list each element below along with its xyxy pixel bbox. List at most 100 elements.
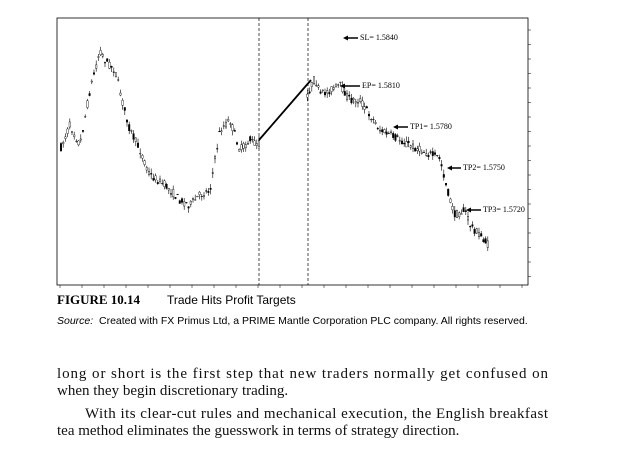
candle-body — [308, 91, 311, 94]
candle-body — [332, 87, 335, 90]
candle-body — [121, 99, 124, 106]
candle-body — [403, 142, 406, 145]
candle-body — [194, 199, 197, 201]
candle-body — [205, 190, 208, 192]
candle-body — [77, 140, 80, 146]
candle-body — [198, 191, 201, 195]
candle-body — [427, 155, 430, 158]
candle-body — [385, 131, 388, 135]
source-prefix: Source: — [57, 315, 93, 327]
body-line: With its clear-cut rules and mechanical … — [85, 406, 549, 422]
annotation-label: SL= 1.5840 — [360, 33, 398, 42]
candle-body — [169, 193, 172, 195]
candle-body — [438, 157, 441, 160]
candle-body — [92, 72, 95, 75]
candle-body — [324, 92, 327, 96]
candle-body — [313, 76, 316, 85]
candle-body — [196, 195, 199, 198]
candle-body — [451, 206, 454, 211]
candle-body — [202, 195, 205, 197]
candle-body — [114, 72, 117, 77]
candle-body — [401, 140, 404, 145]
candle-body — [235, 142, 238, 145]
candle-body — [255, 143, 258, 146]
candle-body — [251, 139, 254, 141]
candle-body — [88, 93, 91, 96]
candle-body — [425, 153, 428, 156]
candle-body — [174, 196, 177, 199]
candle-body — [361, 100, 364, 107]
candle-body — [185, 202, 188, 204]
candle-body — [200, 196, 203, 198]
trend-line — [258, 79, 312, 141]
candle-body — [258, 140, 261, 147]
candle-body — [147, 170, 150, 175]
candle-body — [70, 131, 73, 133]
candle-body — [167, 188, 170, 191]
candle-body — [143, 160, 146, 165]
candle-body — [86, 100, 89, 108]
candle-body — [458, 212, 461, 217]
candle-body — [134, 137, 137, 142]
candle-body — [440, 164, 443, 167]
candle-body — [449, 198, 452, 203]
annotation-label: EP= 1.5810 — [362, 81, 400, 90]
candle-body — [416, 148, 419, 151]
candle-body — [152, 178, 155, 181]
candle-body — [310, 82, 313, 87]
candle-body — [335, 83, 338, 88]
candle-body — [156, 182, 159, 184]
body-line: tea method eliminates the guesswork in t… — [57, 423, 459, 439]
candle-body — [231, 124, 234, 132]
candle-body — [431, 151, 434, 156]
candle-body — [123, 107, 126, 111]
candle-body — [99, 50, 102, 55]
candle-body — [429, 151, 432, 153]
candle-body — [119, 92, 122, 96]
candle-body — [81, 130, 84, 132]
candle-body — [246, 143, 249, 145]
candle-body — [101, 54, 104, 57]
candle-body — [84, 116, 87, 118]
candle-body — [224, 121, 227, 128]
annotation: TP3= 1.5720 — [466, 205, 525, 214]
candle-body — [240, 144, 243, 150]
candle-body — [456, 210, 459, 218]
candle-body — [62, 142, 65, 145]
candle-body — [464, 210, 467, 212]
candle-body — [209, 188, 212, 190]
candle-body — [165, 184, 168, 189]
candle-body — [473, 229, 476, 234]
chart-frame — [56, 17, 529, 286]
candle-body — [103, 62, 106, 64]
candle-body — [357, 102, 360, 104]
candle-body — [178, 200, 181, 204]
candle-body — [176, 194, 179, 196]
candle-body — [90, 80, 93, 83]
annotation: EP= 1.5810 — [340, 81, 400, 90]
candle-body — [125, 119, 128, 123]
candle-body — [469, 225, 472, 228]
body-line: long or short is the first step that new… — [57, 366, 549, 382]
candle-body — [172, 189, 175, 198]
candle-body — [233, 130, 236, 132]
candle-body — [372, 118, 375, 120]
annotation-label: TP1= 1.5780 — [410, 122, 452, 131]
candles — [60, 46, 489, 252]
candle-body — [108, 61, 111, 69]
candle-body — [145, 167, 148, 171]
candle-body — [348, 94, 351, 97]
candle-body — [326, 90, 329, 94]
candle-body — [68, 121, 71, 128]
axis-ticks — [59, 29, 531, 288]
candle-body — [343, 91, 346, 96]
candle-body — [418, 145, 421, 152]
candle-body — [249, 136, 252, 142]
candle-body — [141, 155, 144, 159]
candle-body — [222, 125, 225, 127]
candle-body — [319, 91, 322, 94]
candle-body — [368, 113, 371, 117]
candle-body — [396, 135, 399, 137]
chart-figure: SL= 1.5840 EP= 1.5810 TP1= 1.5780 TP2= 1… — [56, 17, 531, 288]
candle-body — [317, 85, 320, 88]
